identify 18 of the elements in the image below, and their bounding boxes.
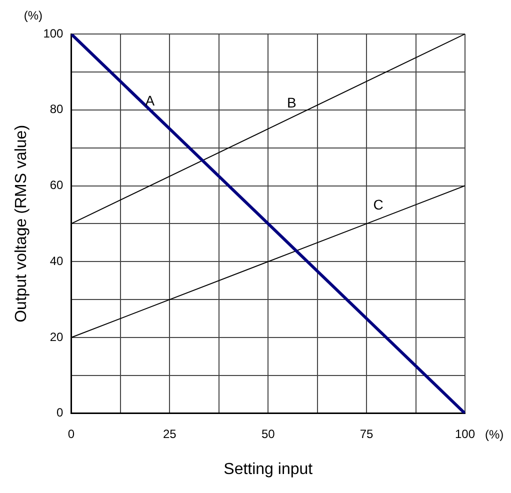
y-tick-label: 20 [50, 330, 64, 344]
y-axis-title: Output voltage (RMS value) [13, 124, 30, 322]
text: (%) [24, 8, 43, 22]
text: (%) [485, 428, 504, 442]
x-tick-label: 25 [162, 426, 177, 441]
x-tick-label: 0 [68, 426, 75, 441]
x-tick-label: 50 [261, 426, 276, 441]
series-label: C [373, 196, 384, 212]
y-tick-label: 60 [50, 178, 64, 192]
series-label: A [145, 92, 156, 109]
y-tick-label: 40 [50, 254, 64, 268]
y-tick-label: 80 [50, 102, 64, 116]
y-tick-label: 0 [56, 406, 64, 420]
series-label: B [287, 94, 296, 110]
x-tick-label: 75 [360, 426, 374, 441]
x-axis-title: Setting input [224, 460, 314, 478]
y-tick-label: 100 [43, 26, 64, 40]
x-tick-label: 100 [454, 426, 476, 441]
